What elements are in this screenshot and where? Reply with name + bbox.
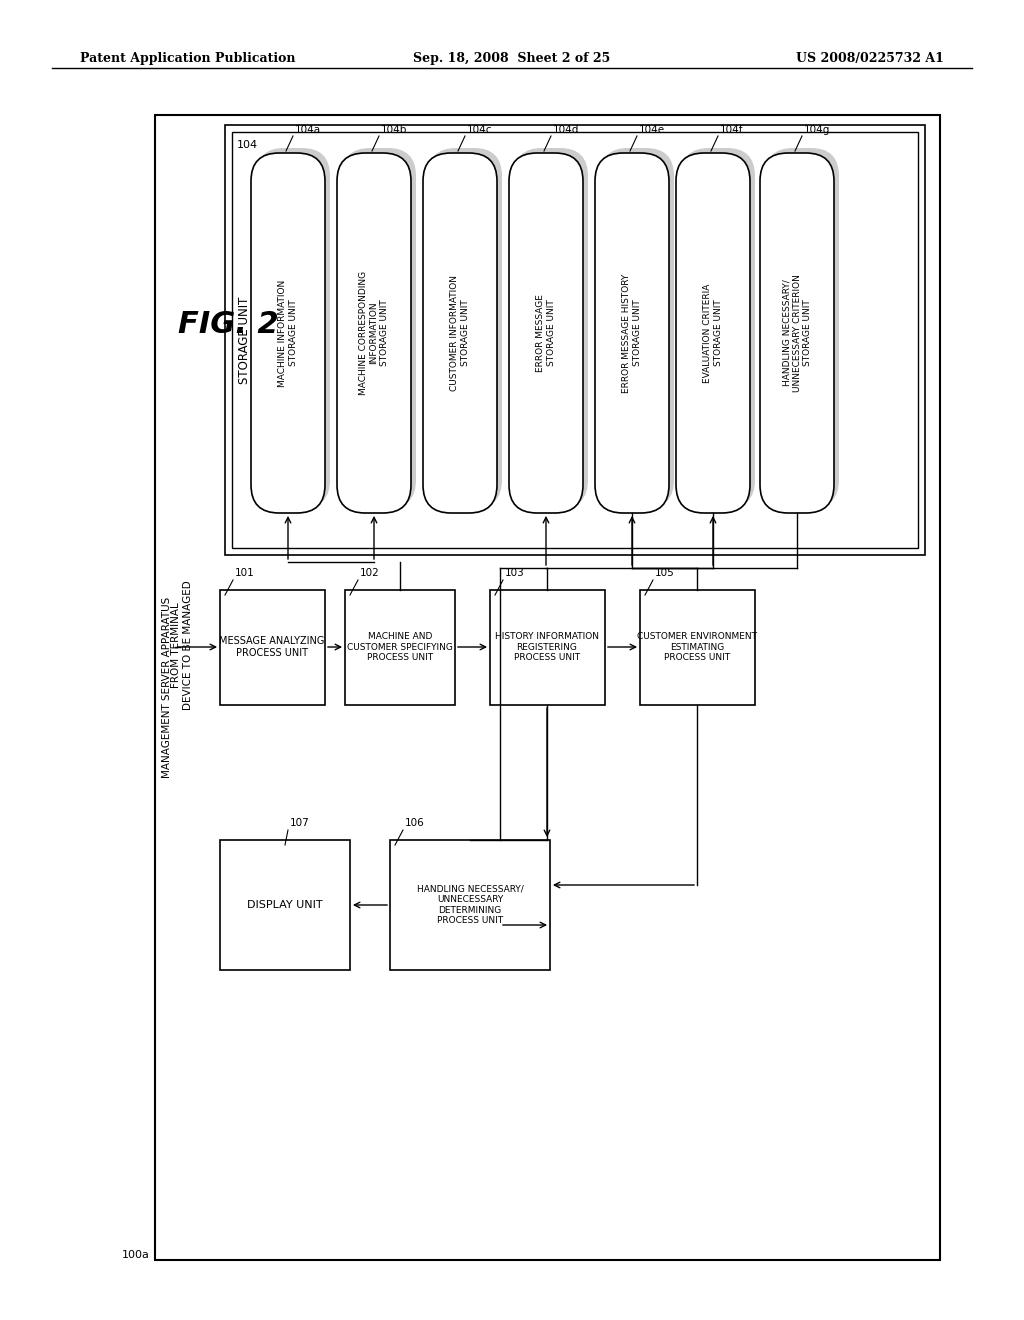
Text: 104f: 104f — [720, 125, 743, 135]
Text: MACHINE INFORMATION
STORAGE UNIT: MACHINE INFORMATION STORAGE UNIT — [279, 280, 298, 387]
Text: ERROR MESSAGE HISTORY
STORAGE UNIT: ERROR MESSAGE HISTORY STORAGE UNIT — [623, 273, 642, 392]
FancyBboxPatch shape — [251, 153, 325, 513]
FancyBboxPatch shape — [509, 153, 583, 513]
Bar — [225, 125, 925, 554]
FancyBboxPatch shape — [337, 153, 411, 513]
Text: Sep. 18, 2008  Sheet 2 of 25: Sep. 18, 2008 Sheet 2 of 25 — [414, 51, 610, 65]
Text: 100a: 100a — [122, 1250, 150, 1261]
Text: MESSAGE ANALYZING
PROCESS UNIT: MESSAGE ANALYZING PROCESS UNIT — [219, 636, 325, 657]
Text: 102: 102 — [360, 568, 380, 578]
Text: 104: 104 — [237, 140, 258, 150]
FancyBboxPatch shape — [423, 153, 497, 513]
FancyBboxPatch shape — [676, 153, 750, 513]
Text: 104e: 104e — [639, 125, 666, 135]
FancyBboxPatch shape — [595, 153, 669, 513]
Bar — [220, 840, 350, 970]
Text: HISTORY INFORMATION
REGISTERING
PROCESS UNIT: HISTORY INFORMATION REGISTERING PROCESS … — [495, 632, 599, 661]
FancyBboxPatch shape — [760, 153, 834, 513]
Text: 101: 101 — [234, 568, 255, 578]
FancyBboxPatch shape — [342, 148, 416, 508]
Bar — [345, 590, 455, 705]
Text: MANAGEMENT SERVER APPARATUS: MANAGEMENT SERVER APPARATUS — [162, 597, 172, 777]
Text: US 2008/0225732 A1: US 2008/0225732 A1 — [796, 51, 944, 65]
FancyBboxPatch shape — [256, 148, 330, 508]
Text: HANDLING NECESSARY/
UNNECESSARY CRITERION
STORAGE UNIT: HANDLING NECESSARY/ UNNECESSARY CRITERIO… — [782, 275, 812, 392]
Bar — [232, 132, 918, 548]
Text: MACHINE CORRESPONDING
INFORMATION
STORAGE UNIT: MACHINE CORRESPONDING INFORMATION STORAG… — [359, 271, 389, 395]
FancyBboxPatch shape — [681, 148, 755, 508]
Text: Patent Application Publication: Patent Application Publication — [80, 51, 296, 65]
Text: CUSTOMER INFORMATION
STORAGE UNIT: CUSTOMER INFORMATION STORAGE UNIT — [451, 275, 470, 391]
Text: MACHINE AND
CUSTOMER SPECIFYING
PROCESS UNIT: MACHINE AND CUSTOMER SPECIFYING PROCESS … — [347, 632, 453, 661]
Text: ERROR MESSAGE
STORAGE UNIT: ERROR MESSAGE STORAGE UNIT — [537, 294, 556, 372]
Text: 104c: 104c — [467, 125, 493, 135]
Text: 103: 103 — [505, 568, 524, 578]
Bar — [220, 590, 325, 705]
Text: 107: 107 — [290, 818, 309, 828]
Text: STORAGE UNIT: STORAGE UNIT — [239, 296, 252, 384]
Text: DISPLAY UNIT: DISPLAY UNIT — [247, 900, 323, 909]
Text: FROM TERMINAL
DEVICE TO BE MANAGED: FROM TERMINAL DEVICE TO BE MANAGED — [171, 579, 193, 710]
Text: CUSTOMER ENVIRONMENT
ESTIMATING
PROCESS UNIT: CUSTOMER ENVIRONMENT ESTIMATING PROCESS … — [637, 632, 757, 661]
Bar — [640, 590, 755, 705]
FancyBboxPatch shape — [514, 148, 588, 508]
Text: 104b: 104b — [381, 125, 408, 135]
Bar — [390, 840, 550, 970]
Text: 105: 105 — [655, 568, 675, 578]
Text: 104g: 104g — [804, 125, 830, 135]
Text: 106: 106 — [406, 818, 425, 828]
FancyBboxPatch shape — [765, 148, 839, 508]
Text: EVALUATION CRITERIA
STORAGE UNIT: EVALUATION CRITERIA STORAGE UNIT — [703, 284, 723, 383]
FancyBboxPatch shape — [428, 148, 502, 508]
Bar — [490, 590, 605, 705]
Text: 104a: 104a — [295, 125, 322, 135]
FancyBboxPatch shape — [600, 148, 674, 508]
Text: HANDLING NECESSARY/
UNNECESSARY
DETERMINING
PROCESS UNIT: HANDLING NECESSARY/ UNNECESSARY DETERMIN… — [417, 884, 523, 925]
Bar — [155, 115, 940, 1261]
Text: 104d: 104d — [553, 125, 580, 135]
Text: FIG. 2: FIG. 2 — [178, 310, 279, 339]
